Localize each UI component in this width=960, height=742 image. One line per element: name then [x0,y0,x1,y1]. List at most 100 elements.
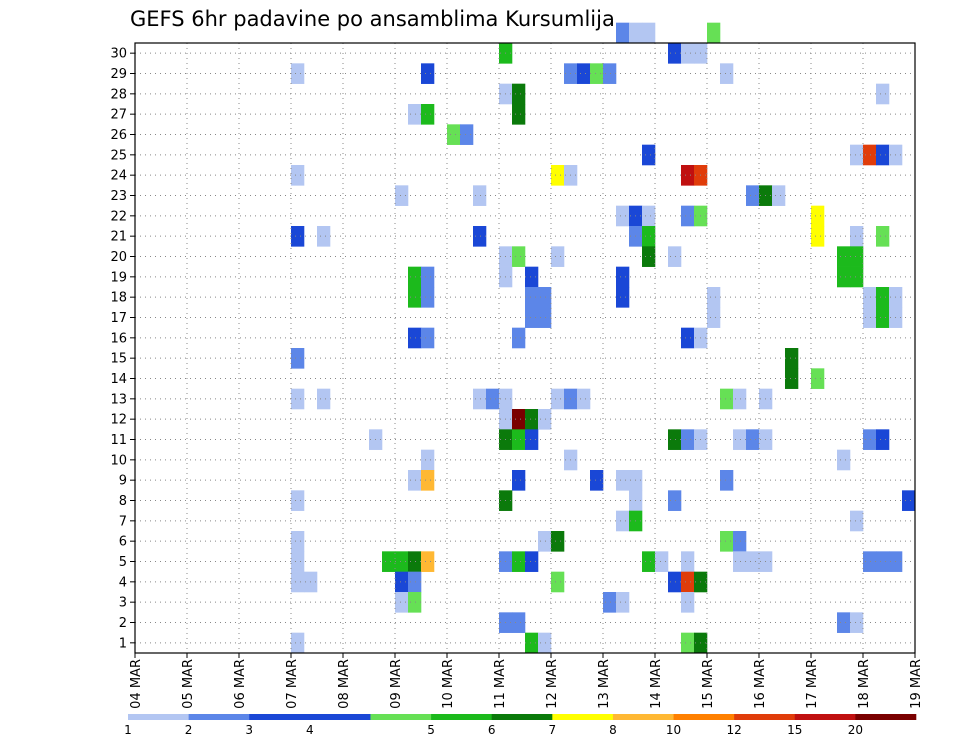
heatmap-cell [291,551,305,572]
heatmap-cell [512,104,526,125]
heatmap-cell [642,205,656,227]
heatmap-cell [603,63,617,84]
colorbar-label: 15 [787,723,802,737]
heatmap-cell [876,287,890,308]
x-tick-label: 09 MAR [389,659,404,709]
heatmap-cell [538,409,552,430]
colorbar-legend: 1 2 3 4 5 6 7 8 10 12 15 20 [124,714,917,737]
y-axis: 1234567891011121314151617181920212223242… [110,47,135,651]
heatmap-cell [291,571,305,593]
y-tick-label: 6 [119,535,127,550]
x-tick-label: 17 MAR [805,659,820,709]
heatmap-cell [512,246,526,267]
colorbar-label: 20 [848,723,863,737]
heatmap-cell [616,470,630,491]
heatmap-cell [512,551,526,572]
colorbar-label: 5 [427,723,435,737]
chart-title: GEFS 6hr padavine po ansamblima Kursumli… [130,7,615,31]
heatmap-cell [421,470,435,491]
heatmap-cell [655,551,669,572]
y-tick-label: 2 [119,616,127,631]
heatmap-cell [460,124,474,145]
heatmap-cell [850,246,864,267]
colorbar-swatch [128,714,189,720]
colorbar-swatch [734,714,796,720]
y-tick-label: 1 [119,636,127,651]
y-tick-label: 15 [110,352,127,367]
heatmap-cell [551,571,565,593]
y-tick-label: 9 [119,474,127,489]
heatmap-cell [876,83,890,105]
heatmap-cell [681,327,695,349]
heatmap-cell [850,266,864,288]
heatmap-cell [408,571,422,593]
y-tick-label: 8 [119,494,127,509]
y-tick-label: 23 [110,189,127,204]
y-tick-label: 30 [110,47,127,62]
heatmap-cell [746,429,760,450]
heatmap-cell [681,43,695,64]
heatmap-cell [681,205,695,227]
x-tick-label: 06 MAR [233,659,248,709]
heatmap-cell [525,409,539,430]
heatmap-cell [382,551,396,572]
heatmap-cell [772,185,786,206]
x-tick-label: 12 MAR [545,659,560,709]
heatmap-cell [551,165,565,186]
colorbar-label: 7 [548,723,556,737]
heatmap-cell [538,307,552,328]
y-tick-label: 27 [110,108,127,123]
heatmap-cell [421,104,435,125]
heatmap-cell [733,429,747,450]
heatmap-cell [408,104,422,125]
heatmap-cell [525,429,539,450]
x-tick-label: 19 MAR [909,659,924,709]
heatmap-cell [837,266,851,288]
heatmap-cell [421,449,435,471]
heatmap-cell [512,470,526,491]
colorbar-swatch [552,714,614,720]
heatmap-cell [785,368,799,389]
y-tick-label: 21 [110,230,127,245]
heatmap-cell [668,246,682,267]
heatmap-cell [876,551,890,572]
y-tick-label: 18 [110,291,127,306]
colorbar-label: 10 [666,723,681,737]
heatmap-cell [525,307,539,328]
heatmap-cell [720,470,734,491]
heatmap-cell [291,632,305,654]
heatmap-cell [616,22,630,44]
heatmap-cell [408,266,422,288]
heatmap-cell [291,490,305,511]
heatmap-cell [525,632,539,654]
heatmap-cell [811,205,825,227]
heatmap-cell [642,22,656,44]
heatmap-cell [746,551,760,572]
heatmap-cell [850,612,864,633]
y-tick-label: 4 [119,575,127,590]
heatmap-cell [408,470,422,491]
x-tick-label: 16 MAR [753,659,768,709]
colorbar-label: 4 [306,723,314,737]
heatmap-cell [681,632,695,654]
heatmap-cell [616,266,630,288]
heatmap-cell [837,449,851,471]
colorbar-label: 12 [727,723,742,737]
heatmap-cell [512,83,526,105]
heatmap-cell [486,388,500,410]
heatmap-cell [577,63,591,84]
heatmap-cell [837,612,851,633]
heatmap-cell [291,226,305,247]
colorbar-swatch [188,714,250,720]
y-tick-label: 17 [110,311,127,326]
y-tick-label: 22 [110,209,127,224]
colorbar-label: 3 [245,723,253,737]
heatmap-cell [707,307,721,328]
heatmap-cell [473,388,487,410]
heatmap-cell [512,612,526,633]
heatmap-cell [551,246,565,267]
heatmap-cell [551,388,565,410]
heatmap-cell [707,287,721,308]
heatmap-cell [681,551,695,572]
colorbar-swatch [491,714,553,720]
